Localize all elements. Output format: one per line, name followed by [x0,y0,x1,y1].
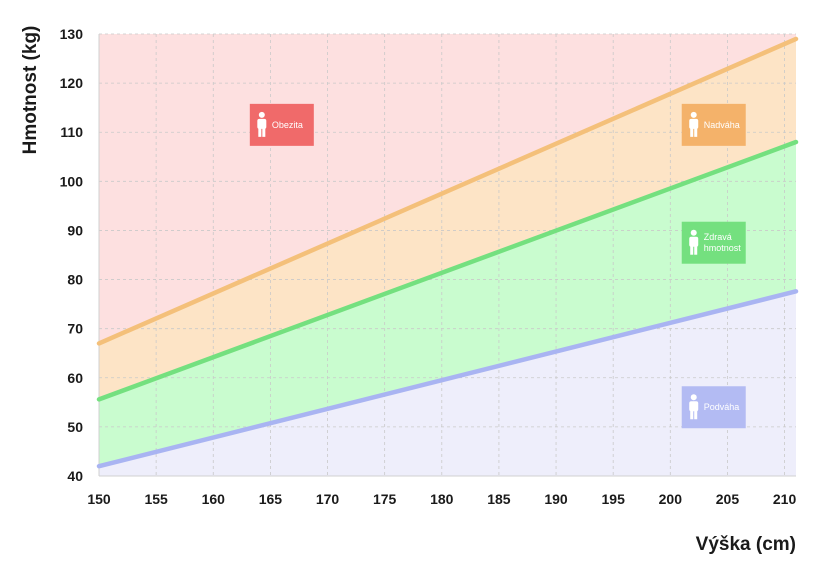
healthy-line [96,139,799,402]
zone-badge-underweight: Podváha [681,386,746,429]
person-icon-head [690,394,697,401]
x-tick-label: 200 [659,491,683,507]
zone-label-text: Obezita [272,120,303,130]
x-tick-label: 165 [259,491,283,507]
y-tick-label: 100 [60,173,84,189]
y-tick-label: 80 [67,272,83,288]
person-icon [689,229,699,255]
x-tick-label: 160 [202,491,226,507]
person-icon-leg [694,245,698,255]
x-axis-title: Výška (cm) [696,534,796,555]
person-icon-body [689,236,699,247]
x-tick-label: 150 [87,491,111,507]
axis-ticks: 150 155 160 165 170 175 180 185 190 195 200 205 210 4… [60,26,797,507]
x-tick-label: 210 [773,491,797,507]
person-icon-leg [690,127,694,137]
y-tick-label: 130 [60,26,84,42]
x-tick-label: 155 [144,491,168,507]
zone-healthy [99,142,796,467]
zone-label-text: hmotnost [704,243,742,253]
zone-badge-overweight: Nadváha [681,103,746,146]
zone-label-text: Zdravá [704,232,732,242]
boundary-lines [96,36,799,469]
person-icon-leg [690,245,694,255]
y-tick-label: 70 [67,321,83,337]
y-axis-title: Hmotnost (kg) [20,26,41,155]
person-icon [689,394,699,420]
y-tick-label: 110 [60,124,83,140]
person-icon-body [689,118,699,129]
overweight-line [96,36,799,346]
person-icon [257,111,267,137]
person-icon-body [689,401,699,412]
person-icon-head [690,111,697,118]
person-icon-body [257,118,267,129]
underweight-line [96,289,799,469]
y-tick-label: 40 [67,468,83,484]
x-tick-label: 175 [373,491,397,507]
y-tick-label: 50 [67,419,83,435]
person-icon-leg [262,127,266,137]
zone-label-text: Podváha [704,402,740,412]
x-tick-label: 190 [544,491,568,507]
y-tick-label: 120 [60,75,84,91]
person-icon-leg [694,127,698,137]
x-tick-label: 195 [602,491,626,507]
x-tick-label: 205 [716,491,740,507]
person-icon-head [690,229,697,236]
y-tick-label: 90 [67,222,83,238]
zone-badge-obesity: Obezita [249,103,314,146]
x-tick-label: 170 [316,491,340,507]
person-icon-head [258,111,265,118]
person-icon [689,111,699,137]
person-icon-leg [690,410,694,420]
zone-underweight [99,291,796,476]
zone-label-text: Nadváha [704,120,740,130]
person-icon-leg [694,410,698,420]
x-tick-label: 185 [487,491,511,507]
y-tick-label: 60 [67,370,83,386]
person-icon-leg [258,127,262,137]
zone-overweight [99,38,796,400]
x-tick-label: 180 [430,491,454,507]
